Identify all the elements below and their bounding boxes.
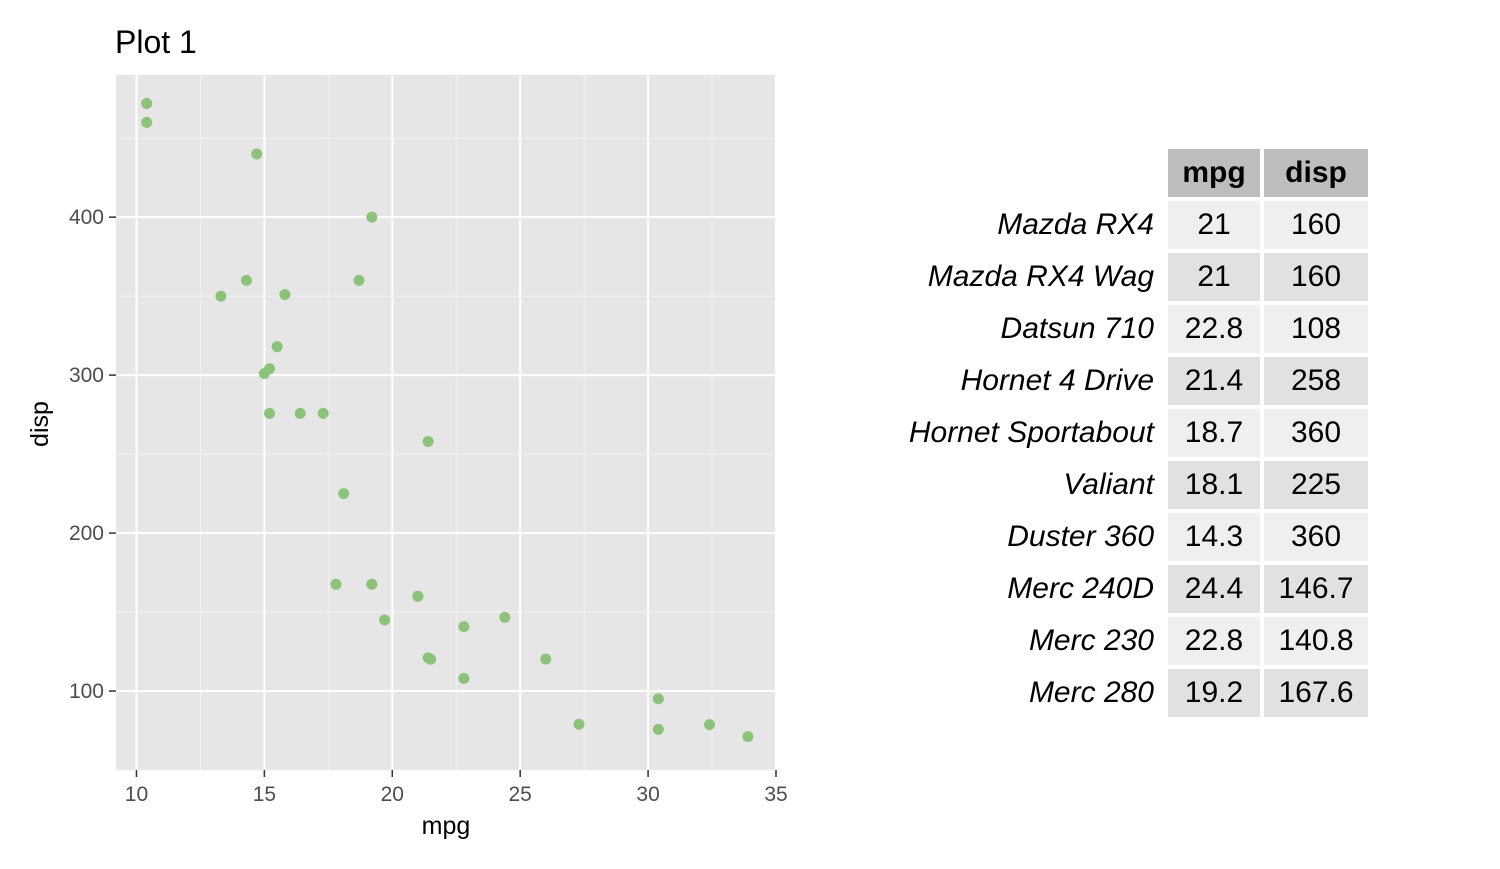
data-points: [141, 97, 754, 743]
data-point: [215, 290, 227, 302]
y-axis-title: disp: [26, 401, 54, 447]
data-point: [422, 435, 434, 447]
data-point: [141, 116, 153, 128]
cell-disp: 360: [1264, 513, 1368, 561]
cell-mpg: 21: [1168, 201, 1260, 249]
y-axis: 100 200 300 400: [69, 206, 116, 703]
data-point: [652, 723, 664, 735]
data-point: [412, 590, 424, 602]
row-label: Merc 230: [1028, 624, 1154, 657]
x-axis: 10 15 20 25 30 35: [125, 770, 788, 806]
data-point: [141, 97, 153, 109]
data-point: [258, 368, 270, 380]
cell-mpg: 18.7: [1168, 409, 1260, 457]
data-point: [703, 719, 715, 731]
cell-mpg: 24.4: [1168, 565, 1260, 613]
cell-disp: 225: [1264, 461, 1368, 509]
x-tick-label: 30: [636, 783, 659, 806]
y-tick-label: 100: [69, 680, 104, 703]
row-label: Merc 280: [1028, 676, 1154, 709]
cell-disp: 167.6: [1264, 669, 1368, 717]
cell-disp: 140.8: [1264, 617, 1368, 665]
data-point: [353, 274, 365, 286]
data-point: [652, 693, 664, 705]
major-gridlines: [116, 75, 777, 770]
table-row: Valiant 18.1 225: [884, 461, 1368, 509]
cell-disp: 160: [1264, 253, 1368, 301]
row-label: Duster 360: [1007, 520, 1154, 553]
data-point: [422, 652, 434, 664]
cell-disp: 360: [1264, 409, 1368, 457]
table-row: Hornet 4 Drive 21.4 258: [884, 357, 1368, 405]
data-point: [263, 407, 275, 419]
table-row: Merc 230 22.8 140.8: [884, 617, 1368, 665]
data-point: [294, 407, 306, 419]
data-point: [573, 718, 585, 730]
data-point: [271, 341, 283, 353]
x-axis-title: mpg: [422, 812, 471, 840]
data-point: [366, 211, 378, 223]
data-point: [251, 148, 263, 160]
x-tick-label: 25: [509, 783, 532, 806]
cell-mpg: 19.2: [1168, 669, 1260, 717]
y-tick-label: 300: [69, 364, 104, 387]
y-tick-label: 400: [69, 206, 104, 229]
row-label: Valiant: [1063, 468, 1154, 501]
data-point: [458, 621, 470, 633]
y-tick-label: 200: [69, 522, 104, 545]
cell-mpg: 14.3: [1168, 513, 1260, 561]
x-tick-label: 15: [253, 783, 276, 806]
table-row: Duster 360 14.3 360: [884, 513, 1368, 561]
data-point: [458, 672, 470, 684]
scatter-plot: Plot 1 10 15 20 25 30 35 100 200 300 400 mpg dis…: [26, 24, 788, 840]
table-row: Merc 240D 24.4 146.7: [884, 565, 1368, 613]
table-corner: [884, 149, 1164, 197]
cell-mpg: 21: [1168, 253, 1260, 301]
table-row: Datsun 710 22.8 108: [884, 305, 1368, 353]
row-label: Datsun 710: [1000, 312, 1154, 345]
x-tick-label: 10: [125, 783, 148, 806]
table-row: Mazda RX4 Wag 21 160: [884, 253, 1368, 301]
data-point: [330, 578, 342, 590]
data-point: [240, 274, 252, 286]
cell-disp: 146.7: [1264, 565, 1368, 613]
data-point: [338, 488, 350, 500]
cell-mpg: 22.8: [1168, 617, 1260, 665]
table-body: Mazda RX4 21 160 Mazda RX4 Wag 21 160 Datsun 7…: [884, 201, 1368, 717]
column-header-disp: disp: [1264, 149, 1368, 197]
plot-panel: [116, 75, 776, 770]
minor-gridlines: [116, 75, 776, 771]
table-row: Mazda RX4 21 160: [884, 201, 1368, 249]
x-tick-label: 20: [381, 783, 404, 806]
x-tick-label: 35: [764, 783, 787, 806]
data-point: [742, 731, 754, 743]
row-label: Merc 240D: [1007, 572, 1154, 605]
cell-mpg: 18.1: [1168, 461, 1260, 509]
plot-title: Plot 1: [115, 24, 197, 60]
cell-disp: 108: [1264, 305, 1368, 353]
row-label: Hornet Sportabout: [908, 416, 1154, 449]
cell-disp: 160: [1264, 201, 1368, 249]
data-point: [540, 653, 552, 665]
table-header-row: mpg disp: [884, 149, 1368, 197]
data-point: [317, 407, 329, 419]
data-point: [366, 578, 378, 590]
cell-mpg: 21.4: [1168, 357, 1260, 405]
row-label: Mazda RX4: [997, 208, 1154, 241]
row-label: Hornet 4 Drive: [960, 364, 1154, 397]
cell-disp: 258: [1264, 357, 1368, 405]
data-point: [379, 614, 391, 626]
row-label: Mazda RX4 Wag: [927, 260, 1154, 293]
table-row: Merc 280 19.2 167.6: [884, 669, 1368, 717]
data-point: [499, 611, 511, 623]
data-point: [279, 289, 291, 301]
data-table: mpg disp Mazda RX4 21 160 Mazda RX4 Wag 21 16…: [880, 145, 1372, 721]
cell-mpg: 22.8: [1168, 305, 1260, 353]
column-header-mpg: mpg: [1168, 149, 1260, 197]
table-row: Hornet Sportabout 18.7 360: [884, 409, 1368, 457]
